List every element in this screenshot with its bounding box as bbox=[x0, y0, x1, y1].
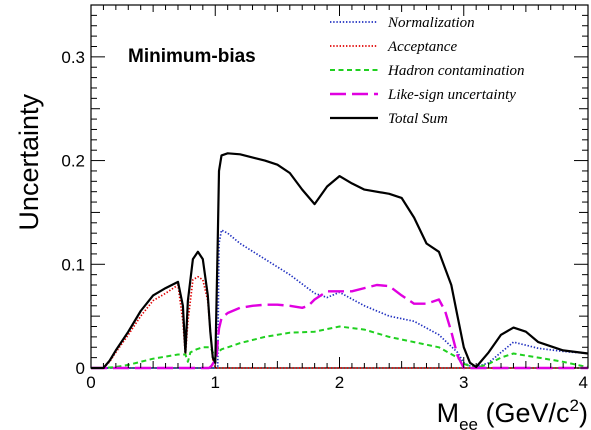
series-layer bbox=[91, 152, 589, 370]
x-tick-label: 1 bbox=[211, 373, 220, 392]
series-line-acceptance bbox=[91, 275, 588, 369]
x-axis-title: Mee (GeV/c2) bbox=[437, 396, 588, 430]
x-tick-label: 4 bbox=[579, 373, 588, 392]
series-line-like-sign-uncertainty bbox=[91, 283, 588, 370]
series-line-total-sum bbox=[91, 152, 589, 370]
y-tick-label: 0.2 bbox=[61, 152, 85, 171]
tick-layer: 0 1 2 3 4 0 0.1 0.2 0.3 bbox=[61, 4, 589, 392]
y-tick-label: 0 bbox=[76, 359, 85, 378]
y-tick-label: 0.1 bbox=[61, 255, 85, 274]
legend-label-total-sum: Total Sum bbox=[388, 111, 448, 127]
series-line-hadron-contamination bbox=[91, 325, 589, 369]
x-axis-title-sub: ee bbox=[459, 415, 478, 430]
x-axis-title-sup: 2 bbox=[570, 396, 579, 415]
x-axis-title-close: ) bbox=[579, 398, 588, 428]
x-tick-label: 2 bbox=[335, 373, 344, 392]
legend-label-normalization: Normalization bbox=[387, 15, 475, 31]
y-tick-label: 0.3 bbox=[61, 48, 85, 67]
series-line-normalization bbox=[91, 229, 589, 369]
x-axis-title-main: M bbox=[437, 398, 460, 428]
legend: Normalization Acceptance Hadron contaminat… bbox=[330, 15, 525, 127]
x-tick-label: 3 bbox=[459, 373, 468, 392]
x-tick-label: 0 bbox=[86, 373, 95, 392]
annotation-text: Minimum-bias bbox=[128, 46, 256, 67]
legend-label-hadron-contamination: Hadron contamination bbox=[387, 63, 525, 79]
y-axis-title: Uncertainty bbox=[14, 94, 44, 231]
legend-label-acceptance: Acceptance bbox=[387, 39, 457, 55]
legend-label-like-sign-uncertainty: Like-sign uncertainty bbox=[387, 87, 516, 103]
x-axis-title-unit: (GeV/c bbox=[478, 398, 570, 428]
